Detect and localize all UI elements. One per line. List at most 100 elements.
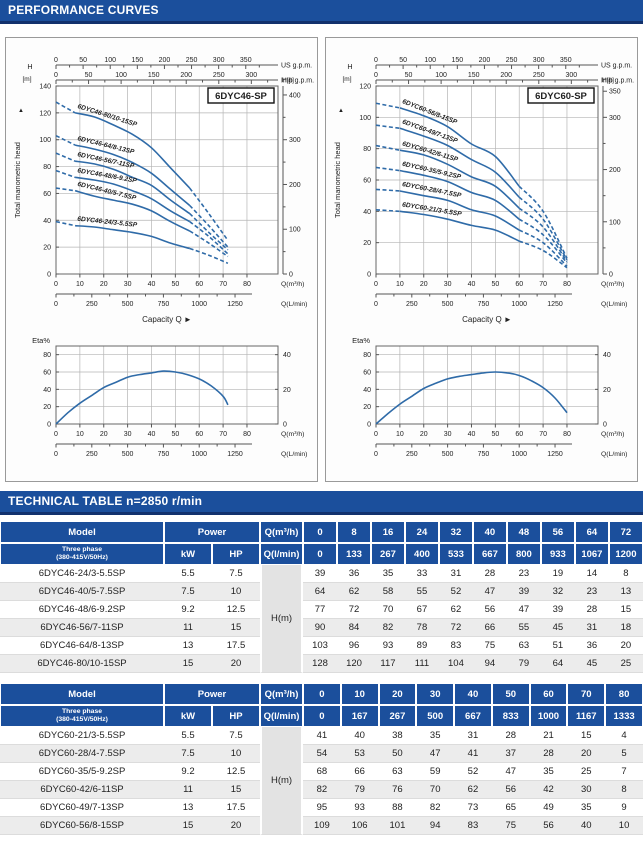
svg-text:70: 70 xyxy=(219,281,227,288)
svg-text:50: 50 xyxy=(171,431,179,438)
head-value-cell: 52 xyxy=(454,763,492,781)
model-cell: 6DYC46-24/3-5.5SP xyxy=(0,565,164,583)
flow-header-lmin: 133 xyxy=(337,543,371,565)
hp-cell: 15 xyxy=(212,781,261,799)
svg-text:70: 70 xyxy=(539,281,547,288)
table-row-6DYC60-35/5-9.2SP: 6DYC60-35/5-9.2SP 9.2 12.5 68 66 63 59 52 47 35 25… xyxy=(0,763,643,781)
head-value-cell: 33 xyxy=(404,565,439,583)
svg-text:50: 50 xyxy=(491,431,499,438)
curve-6DYC60-49/7-13SP-dash-left xyxy=(375,124,400,130)
svg-text:40: 40 xyxy=(363,209,371,216)
flow-header-m3h: 20 xyxy=(378,683,417,705)
svg-text:20: 20 xyxy=(100,281,108,288)
svg-text:10: 10 xyxy=(76,431,84,438)
hm-merged-cell: H(m) xyxy=(260,565,304,673)
head-value-cell: 83 xyxy=(438,637,473,655)
flow-header-lmin: 1333 xyxy=(605,705,643,727)
flow-header-lmin: 667 xyxy=(472,543,507,565)
flow-header-lmin: 667 xyxy=(454,705,492,727)
head-value-cell: 63 xyxy=(378,763,417,781)
head-value-cell: 63 xyxy=(506,637,541,655)
table-row-6DYC60-49/7-13SP: 6DYC60-49/7-13SP 13 17.5 95 93 88 82 73 65 49 35 9 xyxy=(0,799,643,817)
head-value-cell: 111 xyxy=(404,655,439,673)
table-row-6DYC60-28/4-7.5SP: 6DYC60-28/4-7.5SP 7.5 10 54 53 50 47 41 37 28 20 5 xyxy=(0,745,643,763)
curve-6DYC46-80/10-15SP-dash-right xyxy=(189,187,229,241)
kw-cell: 11 xyxy=(164,619,212,637)
head-value-cell: 47 xyxy=(472,583,507,601)
flow-header-m3h: 60 xyxy=(529,683,568,705)
eta-x-axes: 0 10 20 30 40 50 60 70 80 Q(m³/h) 0 250 500 750 1000 12… xyxy=(54,424,307,458)
head-value-cell: 28 xyxy=(529,745,568,763)
head-value-cell: 18 xyxy=(608,619,643,637)
svg-text:300: 300 xyxy=(565,72,577,79)
head-value-cell: 40 xyxy=(340,727,379,745)
table-row-6DYC46-24/3-5.5SP: 6DYC46-24/3-5.5SP 5.5 7.5 H(m) 39 36 35 33 31 28 2… xyxy=(0,565,643,673)
svg-text:60: 60 xyxy=(43,370,51,377)
eta-plot: 0 20 40 60 80 0 20 40 Eta% xyxy=(352,336,611,429)
head-value-cell: 90 xyxy=(303,619,337,637)
flow-header-lmin: 500 xyxy=(416,705,455,727)
svg-text:0: 0 xyxy=(609,272,613,279)
svg-text:60: 60 xyxy=(515,431,523,438)
svg-text:140: 140 xyxy=(39,84,51,91)
head-value-cell: 65 xyxy=(491,799,530,817)
svg-text:70: 70 xyxy=(219,431,227,438)
head-value-cell: 62 xyxy=(337,583,371,601)
svg-text:Q(m³/h): Q(m³/h) xyxy=(281,431,304,438)
svg-text:Q(m³/h): Q(m³/h) xyxy=(601,431,624,438)
main-x-axes: 0 10 20 30 40 50 60 70 80 Q(m³/h) 0 250 500 750 1000 12… xyxy=(374,274,627,324)
head-value-cell: 76 xyxy=(378,781,417,799)
head-value-cell: 56 xyxy=(472,601,507,619)
curve-6DYC60-42/6-11SP xyxy=(399,149,520,209)
curve-6DYC60-28/4-7.5SP-dash-right xyxy=(518,229,568,267)
svg-text:0: 0 xyxy=(374,451,378,458)
svg-text:0: 0 xyxy=(47,272,51,279)
flow-header-lmin: 1200 xyxy=(608,543,643,565)
hm-merged-cell: H(m) xyxy=(260,727,304,835)
curve-6DYC46-64/8-13SP-dash-right xyxy=(189,204,229,248)
chart-panel-1: 0 50 100 150 200 250 300 350 US g.p.m. 0 50 100 150 2… xyxy=(325,37,638,482)
svg-text:750: 750 xyxy=(478,451,490,458)
svg-text:0: 0 xyxy=(367,272,371,279)
curve-6DYC46-40/5-7.5SP-dash-left xyxy=(55,187,76,192)
svg-text:750: 750 xyxy=(478,301,490,308)
svg-text:20: 20 xyxy=(363,404,371,411)
svg-text:60: 60 xyxy=(195,431,203,438)
flow-header-m3h: 30 xyxy=(416,683,455,705)
h-axis-letter: H xyxy=(27,62,32,71)
head-value-cell: 72 xyxy=(337,601,371,619)
hp-cell: 20 xyxy=(212,817,261,835)
head-value-cell: 83 xyxy=(454,817,492,835)
head-value-cell: 72 xyxy=(438,619,473,637)
hp-cell: 17.5 xyxy=(212,637,261,655)
flow-header-lmin: 833 xyxy=(491,705,530,727)
svg-text:Q(L/min): Q(L/min) xyxy=(281,301,307,308)
svg-text:40: 40 xyxy=(603,352,611,359)
head-value-cell: 94 xyxy=(472,655,507,673)
svg-text:6DYC46-SP: 6DYC46-SP xyxy=(215,91,267,102)
svg-text:1250: 1250 xyxy=(547,451,563,458)
pump-curves xyxy=(55,101,229,265)
head-value-cell: 31 xyxy=(438,565,473,583)
svg-text:250: 250 xyxy=(186,57,198,64)
svg-text:0: 0 xyxy=(54,57,58,64)
top-unit-axes: 0 50 100 150 200 250 300 350 US g.p.m. 0 50 100 150 2… xyxy=(22,57,314,85)
svg-text:50: 50 xyxy=(405,72,413,79)
flow-header-m3h: 40 xyxy=(472,521,507,543)
svg-text:300: 300 xyxy=(533,57,545,64)
eta-grid xyxy=(56,346,278,424)
qlmin-header: Q(l/min) xyxy=(260,705,304,727)
curve-6DYC60-42/6-11SP-dash-left xyxy=(375,144,401,152)
svg-text:0: 0 xyxy=(289,272,293,279)
head-value-cell: 50 xyxy=(378,745,417,763)
svg-text:100: 100 xyxy=(609,219,621,226)
pump-curves xyxy=(375,102,568,269)
h-axis-unit: [m] xyxy=(22,76,31,83)
svg-text:1250: 1250 xyxy=(227,301,243,308)
capacity-label: Capacity Q ► xyxy=(462,315,512,324)
svg-text:Q(m³/h): Q(m³/h) xyxy=(601,281,624,288)
curve-6DYC60-49/7-13SP-dash-right xyxy=(518,196,568,261)
flow-header-m3h: 80 xyxy=(605,683,643,705)
head-value-cell: 47 xyxy=(416,745,455,763)
